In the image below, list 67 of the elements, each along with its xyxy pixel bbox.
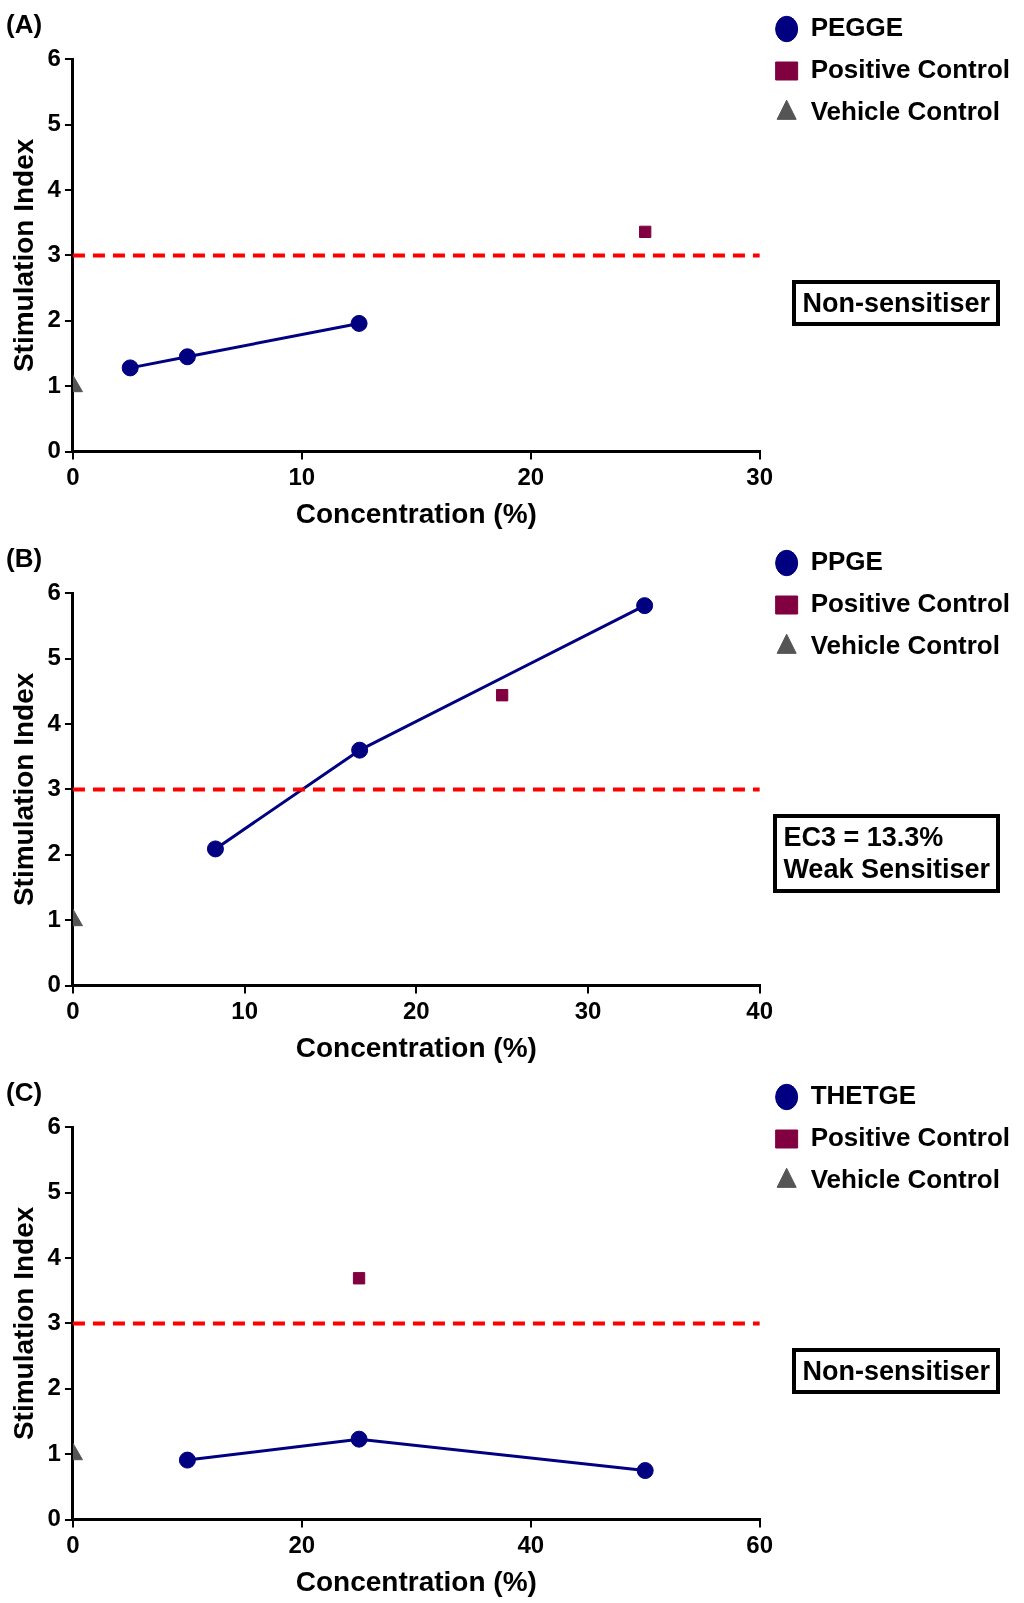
- y-tick-label: 5: [47, 109, 61, 137]
- point: [636, 597, 654, 615]
- x-tick-label: 30: [574, 996, 602, 1024]
- x-axis-title: Concentration (%): [295, 1565, 537, 1597]
- y-tick-label: 2: [47, 1373, 61, 1401]
- x-tick-label: 40: [517, 1530, 545, 1558]
- legend-label: Vehicle Control: [810, 96, 1000, 127]
- y-tick-label: 0: [47, 1504, 61, 1532]
- x-tick-label: 0: [66, 1530, 80, 1558]
- x-tick-label: 0: [66, 996, 80, 1024]
- y-tick-label: 2: [47, 839, 61, 867]
- x-tick-label: 60: [746, 1530, 773, 1558]
- y-tick-label: 1: [47, 1438, 61, 1466]
- y-axis-title: Stimulation Index: [7, 1206, 39, 1441]
- legend-label: Vehicle Control: [810, 1164, 1000, 1195]
- y-tick-label: 3: [47, 240, 61, 268]
- legend-label: Positive Control: [810, 54, 1010, 85]
- legend-label: Vehicle Control: [810, 630, 1000, 661]
- chart-title: (A): [6, 8, 43, 39]
- point: [495, 689, 509, 702]
- point: [206, 840, 224, 858]
- y-tick-label: 3: [47, 1308, 61, 1336]
- y-tick-label: 0: [47, 436, 61, 464]
- x-tick-label: 10: [231, 996, 258, 1024]
- x-tick-label: 0: [66, 462, 80, 490]
- x-tick-label: 40: [746, 996, 773, 1024]
- legend-label: Positive Control: [810, 588, 1010, 619]
- point: [636, 1462, 654, 1480]
- x-tick-label: 10: [288, 462, 316, 490]
- point: [178, 348, 196, 366]
- y-tick-label: 4: [47, 174, 62, 202]
- legend-label: THETGE: [810, 1080, 917, 1111]
- y-axis-title: Stimulation Index: [7, 672, 39, 907]
- point: [178, 1451, 196, 1469]
- point: [352, 1272, 366, 1285]
- x-tick-label: 20: [288, 1530, 316, 1558]
- legend-label: Positive Control: [810, 1122, 1010, 1153]
- y-axis-title: Stimulation Index: [7, 138, 39, 373]
- point: [350, 314, 368, 332]
- x-tick-label: 30: [746, 462, 773, 490]
- point: [639, 225, 652, 239]
- y-tick-label: 3: [47, 774, 61, 802]
- y-tick-label: 1: [47, 370, 61, 398]
- y-tick-label: 4: [47, 708, 62, 736]
- x-axis-title: Concentration (%): [295, 1031, 537, 1063]
- text: Non-sensitiser: [792, 1348, 1000, 1395]
- text: EC3 = 13.3% Weak Sensitiser: [773, 814, 1000, 893]
- y-tick-label: 4: [47, 1242, 62, 1270]
- y-tick-label: 1: [47, 904, 61, 932]
- y-tick-label: 0: [47, 970, 61, 998]
- y-tick-label: 6: [47, 577, 61, 605]
- y-tick-label: 5: [47, 1177, 61, 1205]
- x-axis-title: Concentration (%): [295, 497, 537, 529]
- y-tick-label: 6: [47, 43, 61, 71]
- legend-label: PPGE: [810, 546, 883, 577]
- chart-title: (C): [6, 1076, 43, 1107]
- legend-label: PEGGE: [810, 12, 904, 43]
- y-tick-label: 6: [47, 1111, 61, 1139]
- chart-title: (B): [6, 542, 43, 573]
- point: [350, 1430, 368, 1448]
- y-tick-label: 5: [47, 643, 61, 671]
- text: Non-sensitiser: [792, 280, 1000, 327]
- x-tick-label: 20: [402, 996, 430, 1024]
- x-tick-label: 20: [517, 462, 545, 490]
- y-tick-label: 2: [47, 305, 61, 333]
- point: [121, 359, 139, 377]
- point: [351, 741, 369, 759]
